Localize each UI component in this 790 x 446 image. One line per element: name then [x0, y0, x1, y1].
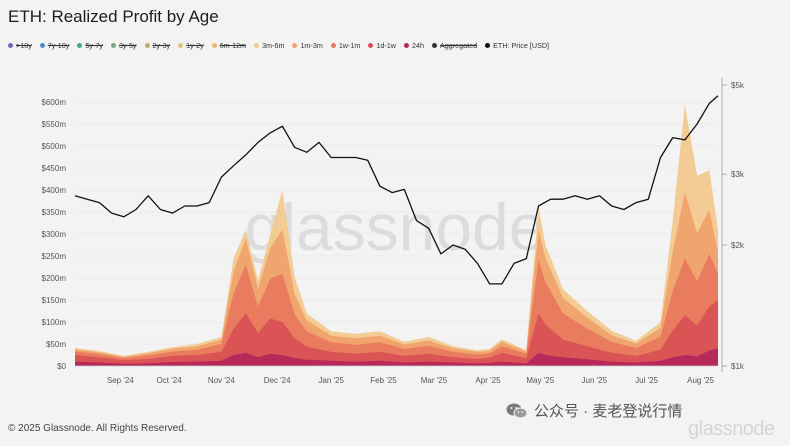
legend-dot-icon [77, 43, 83, 48]
legend-dot-icon [431, 43, 437, 48]
legend-label: Aggregated [439, 41, 478, 50]
legend-dot-icon [330, 43, 336, 48]
chart-title: ETH: Realized Profit by Age [8, 7, 219, 26]
x-tick-label: Aug '25 [687, 376, 714, 385]
y-right-tick-label: $2k [731, 241, 745, 250]
legend-label: 2y-3y [152, 41, 171, 50]
y-right-tick-label: $5k [731, 81, 745, 90]
area-series-24h [75, 348, 718, 366]
y-tick-label: $500m [42, 142, 67, 151]
legend-dot-icon [144, 43, 150, 48]
copyright-footer: © 2025 Glassnode. All Rights Reserved. [8, 423, 187, 434]
legend-label: >10y [16, 41, 32, 50]
legend-item[interactable]: Aggregated [431, 41, 478, 50]
legend-label: 1y-2y [186, 41, 204, 50]
legend-item[interactable]: >10y [8, 41, 32, 50]
x-tick-label: Jun '25 [582, 376, 608, 385]
legend-dot-icon [110, 43, 116, 48]
x-tick-label: Feb '25 [370, 376, 397, 385]
y-tick-label: $50m [46, 340, 66, 349]
legend-item[interactable]: 1d-1w [368, 41, 396, 50]
legend-item[interactable]: 2y-3y [144, 41, 171, 50]
x-tick-label: Jan '25 [318, 376, 344, 385]
legend-dot-icon [178, 43, 184, 48]
legend-label: 1d-1w [376, 41, 396, 50]
x-tick-label: Jul '25 [635, 376, 658, 385]
y-tick-label: $150m [42, 296, 67, 305]
legend-label: 1w-1m [338, 41, 361, 50]
legend-label: 3y-5y [118, 41, 137, 50]
axes: $0 $50m $100m $150m $200m $250m $300m $350m $400… [42, 78, 745, 385]
wechat-icon [506, 402, 528, 420]
chart-watermark: glassnode [245, 190, 546, 264]
legend-label: 24h [411, 41, 424, 50]
x-tick-label: Mar '25 [421, 376, 448, 385]
legend-item[interactable]: 7y-10y [39, 41, 70, 50]
y-tick-label: $600m [42, 98, 67, 107]
legend-dot-icon [254, 43, 260, 48]
legend-label: 3m-6m [262, 41, 285, 50]
legend-dot-icon [485, 43, 491, 48]
area-series-1d-1w [75, 300, 718, 366]
x-tick-label: Sep '24 [107, 376, 134, 385]
area-series [75, 104, 718, 366]
y-tick-label: $0 [57, 362, 66, 371]
y-tick-label: $100m [42, 318, 67, 327]
y-tick-label: $450m [42, 164, 67, 173]
y-right-tick-label: $3k [731, 170, 745, 179]
legend-dot-icon [368, 43, 374, 48]
y-tick-label: $200m [42, 274, 67, 283]
legend-item[interactable]: 1w-1m [330, 41, 361, 50]
legend-item[interactable]: 3y-5y [110, 41, 137, 50]
legend-label: 1m-3m [300, 41, 323, 50]
legend-label: 6m-12m [219, 41, 247, 50]
legend-item[interactable]: 1y-2y [178, 41, 204, 50]
legend-label: 5y-7y [85, 41, 103, 50]
brand-watermark: glassnode [688, 418, 775, 440]
legend-dot-icon [292, 43, 298, 48]
legend-dot-icon [39, 43, 45, 48]
legend-item[interactable]: 5y-7y [77, 41, 103, 50]
legend-label: ETH: Price [USD] [493, 41, 550, 50]
y-tick-label: $400m [42, 186, 67, 195]
y-tick-label: $350m [42, 208, 67, 217]
x-tick-label: Oct '24 [157, 376, 183, 385]
legend: >10y 7y-10y 5y-7y 3y-5y 2y-3y 1y-2y 6m-12m 3m-6… [8, 41, 782, 50]
legend-dot-icon [403, 43, 409, 48]
y-right-tick-label: $1k [731, 362, 745, 371]
legend-item[interactable]: 6m-12m [211, 41, 247, 50]
gridlines [75, 101, 718, 367]
eth-price-line [74, 95, 719, 285]
wechat-tag: 公众号 · 麦老登说行情 [506, 400, 682, 421]
y-tick-label: $550m [42, 120, 67, 129]
legend-dot-icon [8, 43, 13, 48]
legend-dot-icon [211, 43, 217, 48]
x-tick-label: Apr '25 [475, 376, 501, 385]
wechat-label: 公众号 · 麦老登说行情 [534, 403, 683, 420]
y-tick-label: $250m [42, 252, 67, 261]
price-line [74, 95, 719, 285]
x-tick-label: Nov '24 [208, 376, 235, 385]
legend-label: 7y-10y [47, 41, 70, 50]
x-tick-label: Dec '24 [264, 376, 291, 385]
legend-item[interactable]: 1m-3m [292, 41, 323, 50]
legend-item[interactable]: 3m-6m [254, 41, 284, 50]
legend-item[interactable]: 24h [403, 41, 424, 50]
legend-item[interactable]: ETH: Price [USD] [485, 41, 549, 50]
x-tick-label: May '25 [526, 376, 554, 385]
y-tick-label: $300m [42, 230, 67, 239]
